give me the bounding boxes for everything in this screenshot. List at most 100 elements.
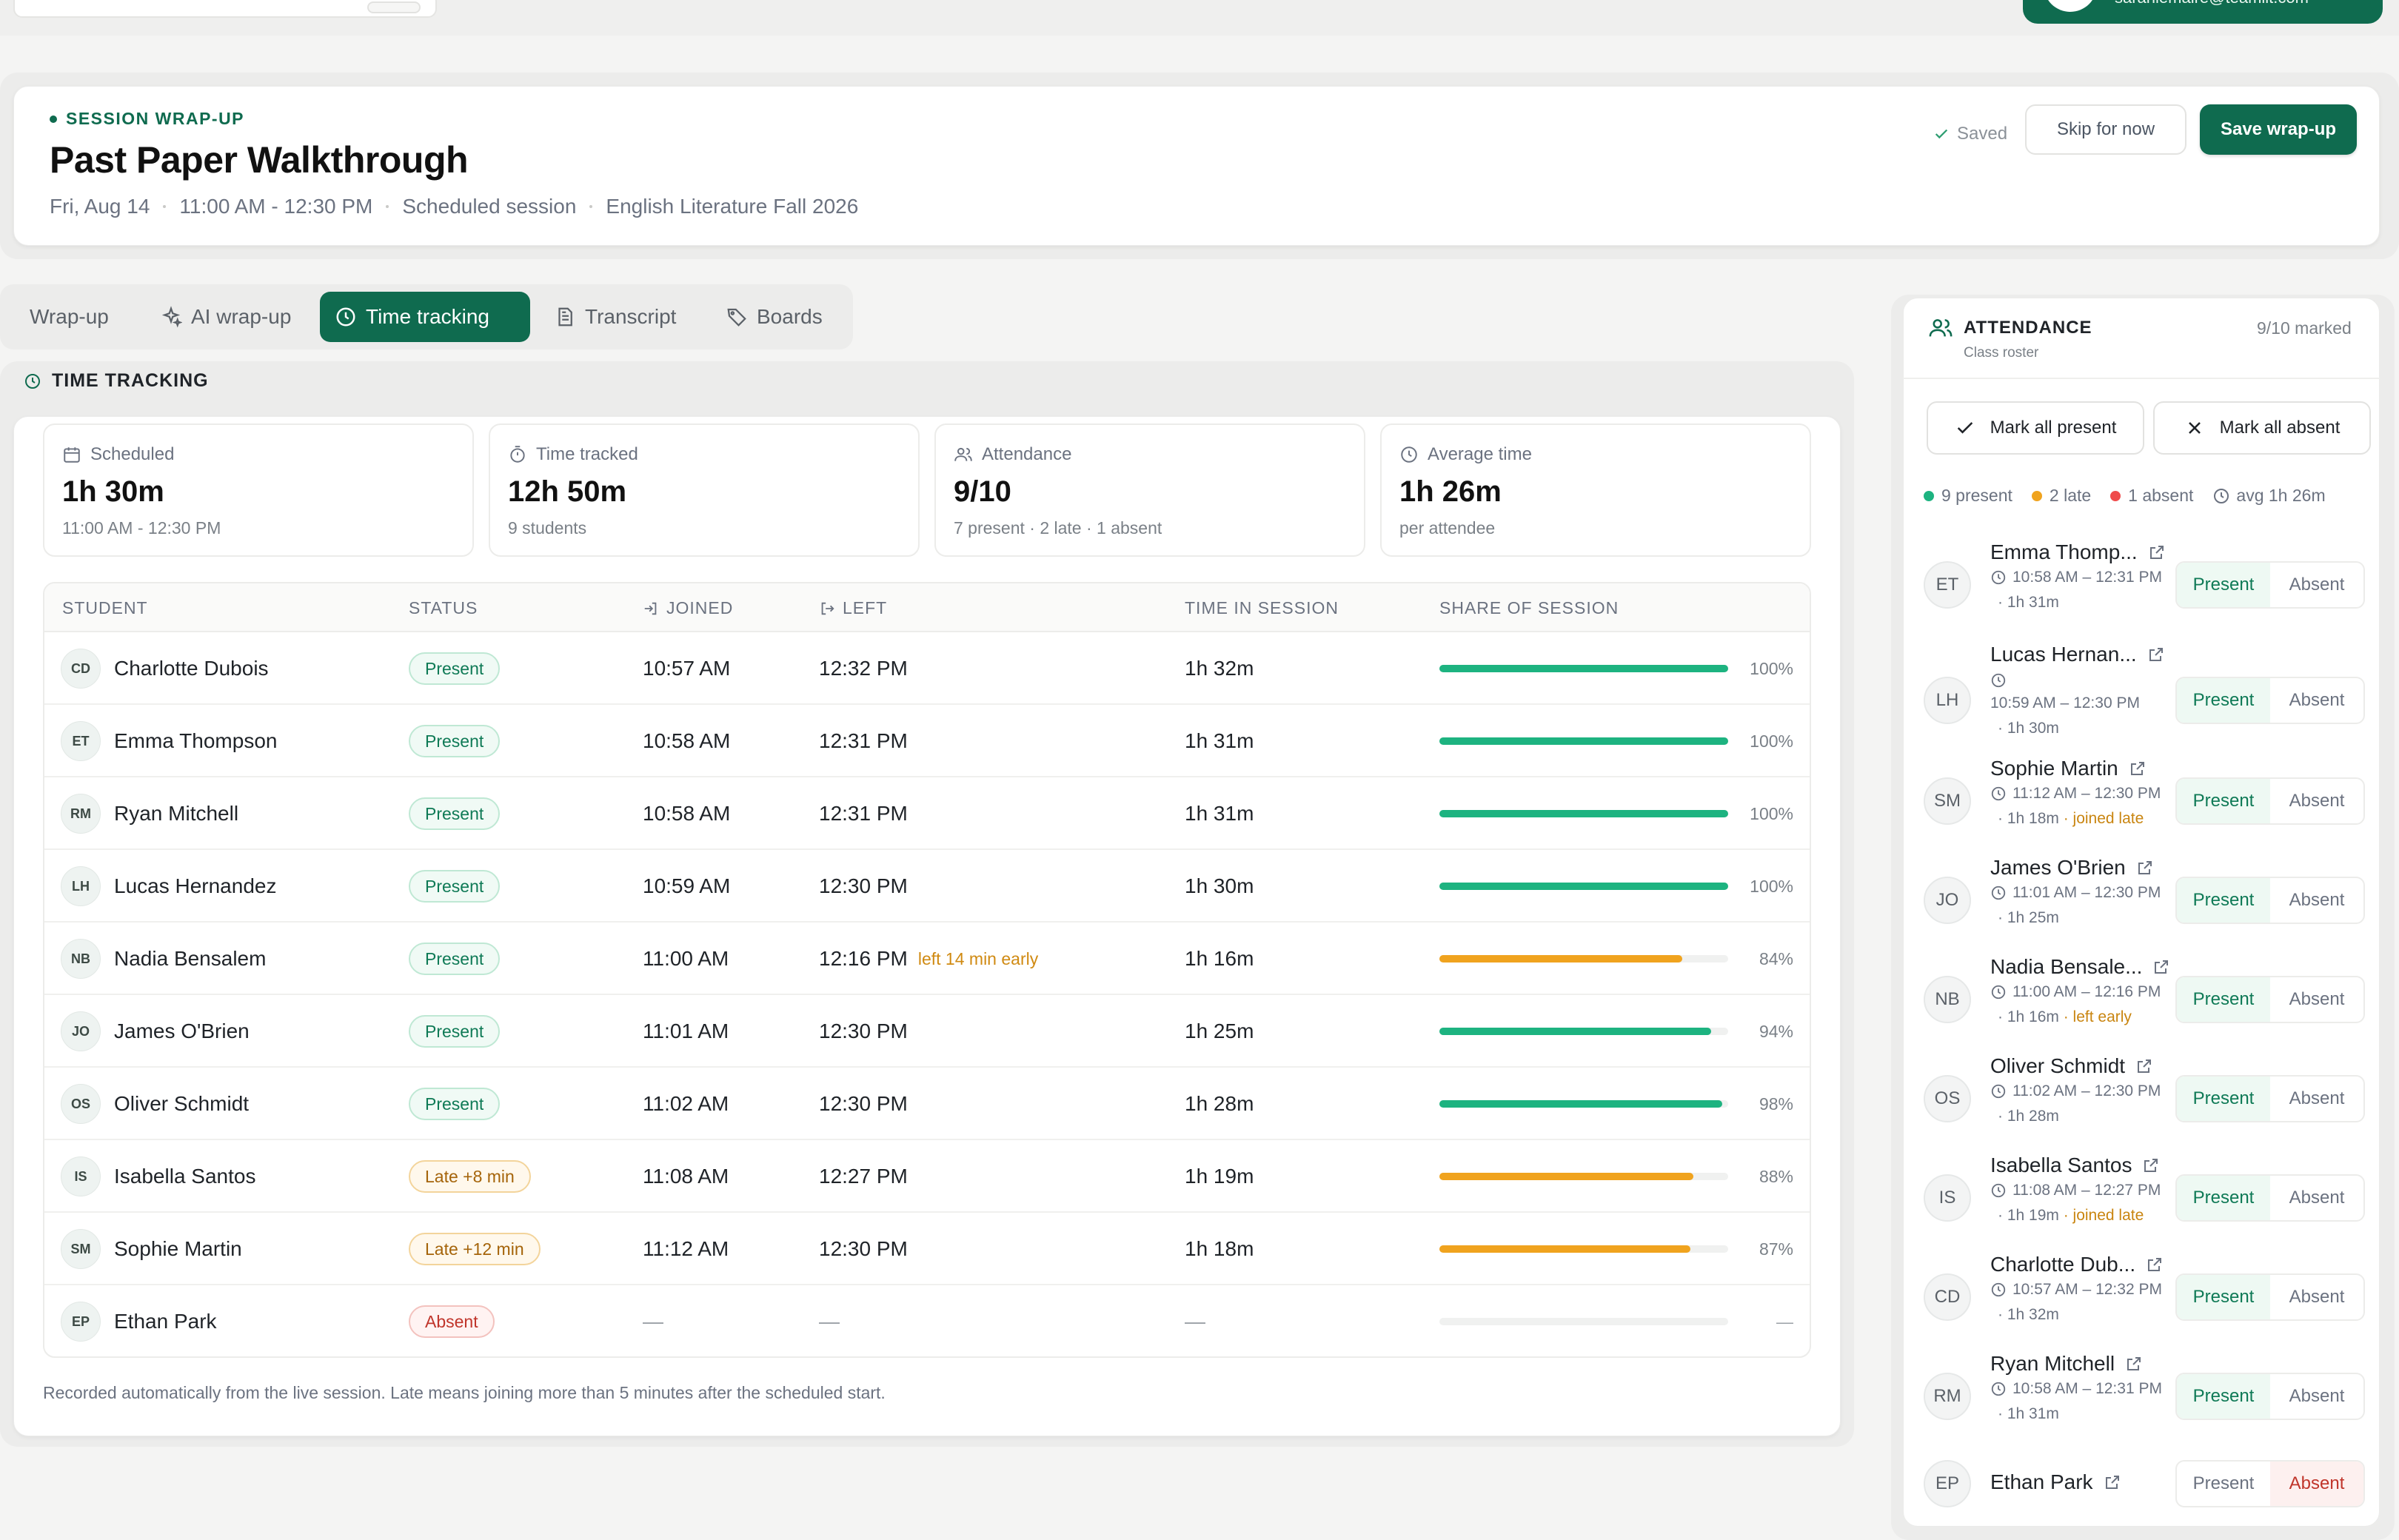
- mark-all-present-button[interactable]: Mark all present: [1927, 401, 2144, 455]
- search-input[interactable]: [13, 0, 437, 18]
- left-cell: 12:32 PM: [819, 632, 908, 705]
- save-wrap-up-button[interactable]: Save wrap-up: [2200, 104, 2357, 155]
- avatar: RM: [1924, 1373, 1971, 1420]
- external-link-icon[interactable]: [2125, 1355, 2143, 1373]
- roster-duration-value: 1h 30m: [2007, 720, 2059, 737]
- table-row[interactable]: SM Sophie Martin Late +12 min 11:12 AM 12:30…: [44, 1213, 1810, 1285]
- table-row[interactable]: EP Ethan Park Absent — — — —: [44, 1285, 1810, 1356]
- roster-name[interactable]: Sophie Martin: [1990, 757, 2147, 780]
- external-link-icon[interactable]: [2146, 1256, 2164, 1273]
- joined-time: —: [643, 1310, 663, 1333]
- external-link-icon[interactable]: [2147, 646, 2165, 663]
- absent-option[interactable]: Absent: [2289, 1088, 2345, 1108]
- clock-icon: [1991, 1183, 2006, 1198]
- attendance-panel: [1903, 298, 2380, 1527]
- present-option[interactable]: Present: [2192, 1473, 2255, 1493]
- attendance-title: ATTENDANCE: [1964, 318, 2092, 338]
- roster-name[interactable]: James O'Brien: [1990, 856, 2154, 880]
- present-option[interactable]: Present: [2177, 1176, 2270, 1220]
- roster-name[interactable]: Lucas Hernan...: [1990, 643, 2165, 666]
- student-name: Oliver Schmidt: [114, 1092, 250, 1115]
- external-link-icon[interactable]: [2152, 958, 2170, 976]
- status-badge: Present: [409, 1088, 501, 1120]
- roster-time: 11:12 AM – 12:30 PM: [1990, 785, 2161, 803]
- left-time: 12:32 PM: [819, 657, 908, 680]
- external-link-icon[interactable]: [2142, 1156, 2160, 1174]
- absent-option[interactable]: Absent: [2289, 791, 2345, 811]
- user-menu[interactable]: sarahlemaire@teamlit.com: [2023, 0, 2383, 24]
- absent-option[interactable]: Absent: [2289, 690, 2345, 710]
- roster-name[interactable]: Ethan Park: [1990, 1470, 2121, 1494]
- absent-option[interactable]: Absent: [2289, 890, 2345, 910]
- present-option[interactable]: Present: [2177, 878, 2270, 923]
- stat-scheduled: Scheduled 1h 30m 11:00 AM - 12:30 PM: [43, 424, 474, 557]
- roster-duration: · 1h 28m: [1998, 1108, 2059, 1125]
- external-link-icon[interactable]: [2135, 1057, 2153, 1075]
- absent-option[interactable]: Absent: [2289, 575, 2345, 595]
- absent-option[interactable]: Absent: [2289, 1188, 2345, 1208]
- stopwatch-icon: [510, 446, 525, 463]
- absent-option[interactable]: Absent: [2289, 1386, 2345, 1406]
- section-heading: TIME TRACKING: [24, 370, 209, 392]
- external-link-icon[interactable]: [2104, 1473, 2121, 1491]
- absent-option[interactable]: Absent: [2289, 1287, 2345, 1307]
- stat-attendance: Attendance 9/10 7 present · 2 late · 1 a…: [934, 424, 1365, 557]
- student-cell: EP Ethan Park: [61, 1285, 217, 1356]
- mark-all-absent-button[interactable]: Mark all absent: [2153, 401, 2371, 455]
- table-row[interactable]: LH Lucas Hernandez Present 10:59 AM 12:30 PM…: [44, 850, 1810, 923]
- table-row[interactable]: CD Charlotte Dubois Present 10:57 AM 12:32 P…: [44, 632, 1810, 705]
- roster-name[interactable]: Isabella Santos: [1990, 1154, 2160, 1177]
- present-option[interactable]: Present: [2177, 1275, 2270, 1319]
- avatar: NB: [61, 939, 101, 979]
- table-row[interactable]: OS Oliver Schmidt Present 11:02 AM 12:30 PM 1…: [44, 1068, 1810, 1140]
- status-badge: Present: [409, 943, 501, 975]
- roster-name[interactable]: Nadia Bensale...: [1990, 955, 2170, 979]
- sign-in-icon: [644, 602, 657, 615]
- col-status: STATUS: [409, 598, 478, 617]
- table-row[interactable]: IS Isabella Santos Late +8 min 11:08 AM 12:2…: [44, 1140, 1810, 1213]
- divider: [1903, 378, 2380, 379]
- check-icon: [1957, 422, 1973, 434]
- clock-icon: [1991, 570, 2006, 585]
- roster-time: 11:02 AM – 12:30 PM: [1990, 1082, 2161, 1100]
- session-time: 11:00 AM - 12:30 PM: [179, 195, 373, 218]
- student-cell: JO James O'Brien: [61, 995, 250, 1068]
- present-option[interactable]: Present: [2177, 779, 2270, 823]
- absent-option[interactable]: Absent: [2270, 1462, 2363, 1506]
- present-option[interactable]: Present: [2177, 678, 2270, 723]
- skip-button[interactable]: Skip for now: [2025, 104, 2186, 155]
- tab-wrap-up[interactable]: Wrap-up: [15, 292, 124, 342]
- external-link-icon[interactable]: [2148, 543, 2166, 561]
- table-row[interactable]: JO James O'Brien Present 11:01 AM 12:30 PM 1h…: [44, 995, 1810, 1068]
- share-bar-fill: [1439, 1245, 1691, 1253]
- roster-name[interactable]: Ryan Mitchell: [1990, 1352, 2143, 1376]
- table-row[interactable]: RM Ryan Mitchell Present 10:58 AM 12:31 PM 1h…: [44, 777, 1810, 850]
- roster-time-range: 10:58 AM – 12:31 PM: [2012, 1380, 2162, 1397]
- present-option[interactable]: Present: [2177, 977, 2270, 1022]
- absent-option[interactable]: Absent: [2289, 989, 2345, 1009]
- session-type: Scheduled session: [402, 195, 577, 218]
- roster-name[interactable]: Charlotte Dub...: [1990, 1253, 2164, 1276]
- roster-name[interactable]: Emma Thomp...: [1990, 540, 2166, 564]
- tab-time-tracking[interactable]: Time tracking: [320, 292, 530, 342]
- student-name: Lucas Hernandez: [114, 874, 277, 897]
- status-badge: Present: [409, 725, 501, 757]
- tab-boards[interactable]: Boards: [711, 292, 837, 342]
- status-cell: Present: [409, 850, 501, 923]
- student-cell: SM Sophie Martin: [61, 1213, 242, 1285]
- roster-name[interactable]: Oliver Schmidt: [1990, 1054, 2153, 1078]
- table-row[interactable]: NB Nadia Bensalem Present 11:00 AM 12:16 PM l…: [44, 923, 1810, 995]
- share-bar: [1439, 1245, 1728, 1253]
- tab-transcript[interactable]: Transcript: [539, 292, 691, 342]
- table-row[interactable]: ET Emma Thompson Present 10:58 AM 12:31 PM 1h…: [44, 705, 1810, 777]
- tab-label: Boards: [757, 305, 823, 328]
- present-option[interactable]: Present: [2177, 1077, 2270, 1121]
- tab-ai-wrap-up[interactable]: AI wrap-up: [145, 292, 306, 342]
- summary-late: 2 late: [2031, 486, 2091, 506]
- roster-time-range: 10:58 AM – 12:31 PM: [2012, 569, 2162, 586]
- external-link-icon[interactable]: [2136, 859, 2154, 877]
- present-option[interactable]: Present: [2177, 1374, 2270, 1419]
- stat-value: 12h 50m: [508, 475, 627, 508]
- external-link-icon[interactable]: [2129, 760, 2147, 777]
- present-option[interactable]: Present: [2177, 563, 2270, 607]
